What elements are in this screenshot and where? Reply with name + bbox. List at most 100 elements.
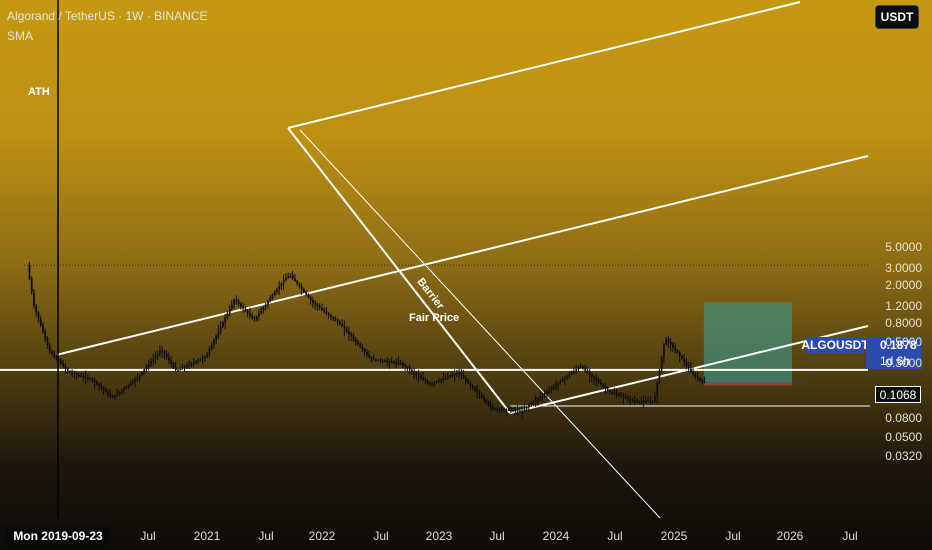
candle-body (368, 354, 371, 358)
price-tick-label: 0.5000 (885, 335, 922, 350)
candle-body (494, 408, 497, 410)
candle-body (687, 365, 690, 369)
candle-body (69, 371, 71, 373)
candle-body (44, 331, 47, 339)
candle-body (116, 393, 119, 396)
candle-body (575, 369, 578, 371)
candle-body (366, 352, 368, 355)
candle-body (71, 372, 74, 374)
candle-body (588, 372, 591, 375)
candle-body (361, 346, 364, 350)
barrier-line[interactable] (299, 129, 661, 519)
candle-body (624, 397, 627, 399)
candle-body (456, 373, 458, 375)
channel-lower-line[interactable] (287, 127, 511, 414)
candle-body (462, 375, 465, 379)
candle-body (512, 410, 515, 412)
candle-body (453, 373, 456, 375)
stop-zone-box[interactable] (703, 382, 792, 386)
candle-body (674, 347, 677, 350)
candle-body (179, 368, 182, 370)
candle-body (422, 378, 425, 380)
candle-body (552, 386, 555, 389)
candle-body (183, 366, 186, 368)
candle-body (208, 349, 211, 354)
candle-body (406, 366, 409, 369)
candle-body (667, 339, 670, 343)
candle-body (352, 336, 355, 340)
candle-body (638, 401, 641, 403)
candle-body (613, 392, 616, 394)
candle-body (636, 401, 638, 403)
candle-body (172, 363, 175, 367)
candle-body (505, 409, 508, 411)
candle-body (235, 299, 238, 302)
candle-body (307, 294, 310, 298)
candle-body (107, 392, 110, 395)
candle-body (255, 316, 258, 320)
candle-body (696, 376, 699, 379)
candle-body (145, 366, 148, 370)
candle-body (622, 396, 625, 398)
candle-body (606, 388, 609, 391)
candle-body (217, 331, 220, 336)
candle-body (168, 357, 170, 361)
candle-body (600, 382, 602, 385)
indicator-label[interactable]: SMA (7, 29, 34, 43)
candle-body (476, 390, 479, 393)
candle-body (442, 378, 445, 380)
candle-body (105, 390, 107, 393)
candle-body (408, 368, 411, 370)
candle-body (161, 350, 164, 352)
price-tick-label: 5.0000 (885, 239, 922, 254)
candle-body (289, 275, 292, 277)
candle-body (278, 286, 281, 290)
candle-body (96, 381, 98, 384)
candle-body (620, 395, 623, 397)
candle-body (129, 383, 132, 385)
candle-body (372, 359, 375, 361)
candle-body (89, 378, 92, 380)
last-price-tag: 0.1878 (866, 337, 922, 353)
candle-body (521, 410, 524, 412)
candle-body (303, 289, 305, 292)
candle-body (136, 377, 139, 380)
candle-body (413, 371, 416, 374)
candle-body (370, 357, 373, 360)
candle-body (264, 304, 267, 308)
candle-body (55, 356, 58, 359)
candle-body (273, 292, 276, 296)
candle-body (584, 368, 587, 371)
currency-button[interactable]: USDT (875, 5, 919, 29)
price-tick-label: 1.2000 (885, 298, 922, 313)
candle-body (267, 301, 269, 305)
candle-body (431, 383, 434, 385)
candle-body (233, 299, 236, 305)
time-tick-label: 2025 (660, 529, 688, 543)
time-tick-label: Jul (373, 529, 389, 543)
channel-upper-line[interactable] (287, 1, 801, 129)
candle-body (487, 402, 490, 405)
candle-body (53, 353, 56, 357)
time-tick-label: Jul (489, 529, 505, 543)
channel-middle-line[interactable] (55, 155, 869, 356)
candle-body (332, 316, 335, 319)
candle-body (298, 283, 301, 287)
symbol-tag: ALGOUSDT (801, 337, 869, 353)
candle-body (246, 310, 249, 314)
candle-body (296, 281, 299, 284)
candle-body (532, 401, 535, 404)
candle-body (163, 350, 166, 355)
candle-body (127, 384, 130, 387)
candle-body (350, 333, 353, 337)
candle-body (244, 308, 247, 311)
candle-body (528, 405, 530, 408)
candle-body (174, 366, 177, 371)
candle-body (672, 344, 674, 348)
price-tick-label: 2.0000 (885, 277, 922, 292)
candle-body (249, 313, 251, 316)
candle-body (480, 394, 483, 398)
candle-body (519, 410, 521, 412)
